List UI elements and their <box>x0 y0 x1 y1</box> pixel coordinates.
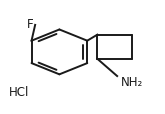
Text: HCl: HCl <box>9 85 29 98</box>
Text: NH₂: NH₂ <box>121 75 144 88</box>
Text: F: F <box>27 18 34 31</box>
